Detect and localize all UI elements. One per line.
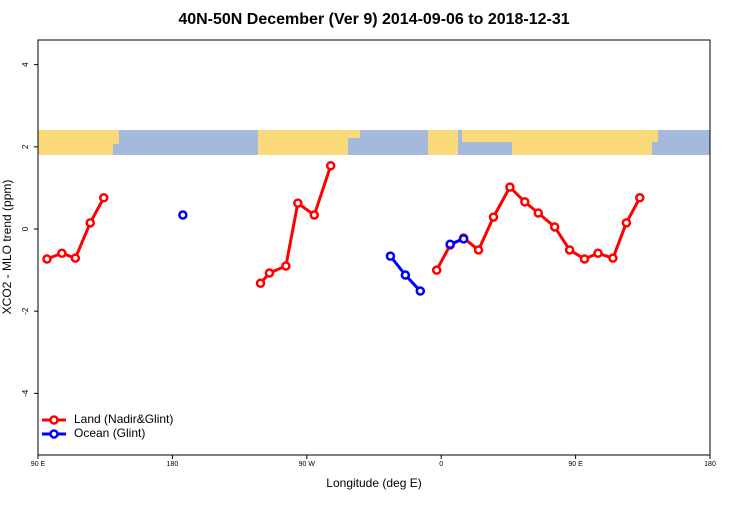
point [85,218,96,228]
x-tick-label: 90 E [568,461,583,468]
point [458,234,469,244]
point [325,160,336,171]
point [42,254,52,264]
y-tick-label: 2 [21,144,30,149]
point [579,254,590,264]
point [415,286,426,296]
point [264,268,275,278]
point [281,261,291,271]
y-axis-label: XCO2 - MLO trend (ppm) [0,180,14,315]
y-tick-label: 4 [21,62,30,67]
x-axis-label: Longitude (deg E) [326,476,421,490]
legend-label: Land (Nadir&Glint) [74,412,173,426]
point [445,239,455,249]
x-tick-label: 180 [704,461,716,468]
point [564,245,575,255]
point [431,265,442,275]
point [549,222,560,232]
point [608,253,618,263]
point [488,212,499,222]
point [400,270,411,280]
plot-frame [37,39,711,456]
point [385,251,396,261]
x-tick-label: 90 W [299,461,316,468]
point [293,198,303,208]
point [98,193,109,203]
legend-label: Ocean (Glint) [74,426,145,440]
point [70,253,81,263]
legend-marker [49,429,59,439]
y-tick-label: -4 [21,389,30,397]
point [533,208,544,218]
point [57,248,67,259]
point [473,245,484,255]
point [593,248,603,259]
point [621,218,632,228]
y-tick-label: -2 [21,307,30,315]
legend-marker [49,415,59,425]
x-tick-label: 0 [439,461,443,468]
point [505,182,515,192]
x-tick-label: 180 [167,461,179,468]
chart-title: 40N-50N December (Ver 9) 2014-09-06 to 2… [178,11,569,28]
point [255,278,266,288]
point [309,210,320,220]
map-strip [38,130,710,155]
point [520,197,530,207]
point [635,193,645,203]
point [178,210,188,220]
x-tick-label: 90 E [31,461,46,468]
y-tick-label: 0 [21,226,30,231]
